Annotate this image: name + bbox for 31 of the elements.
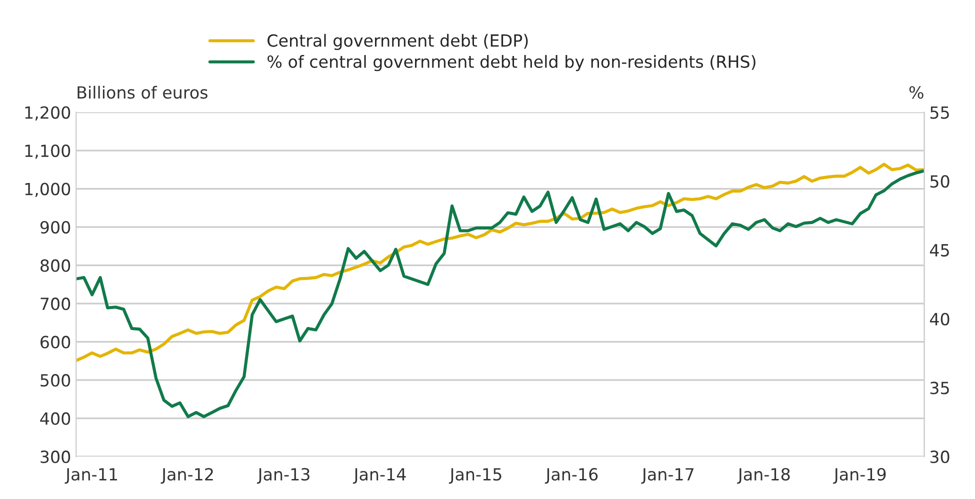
y2-axis-title: % xyxy=(909,86,924,99)
y2-tick-label: 30 xyxy=(930,450,950,464)
x-tick-label: Jan-16 xyxy=(544,468,598,484)
y-tick-label: 400 xyxy=(40,412,70,425)
y-axis-title: Billions of euros xyxy=(78,86,208,99)
x-tick-label: Jan-11 xyxy=(64,468,118,484)
y-tick-label: 800 xyxy=(40,259,70,272)
y2-tick-label: 55 xyxy=(930,106,949,119)
y-tick-label: 1,000 xyxy=(25,182,70,198)
y-tick-label: 1,100 xyxy=(25,144,70,159)
x-tick-label: Jan-17 xyxy=(641,468,694,484)
y2-tick-label: 35 xyxy=(930,382,949,394)
legend-label: Central government debt (EDP) xyxy=(268,34,528,50)
line-series xyxy=(76,169,924,418)
y2-tick-label: 40 xyxy=(930,312,950,326)
x-tick-label: Jan-13 xyxy=(256,468,310,484)
x-tick-label: Jan-19 xyxy=(833,468,886,484)
y-tick-label: 1,200 xyxy=(25,106,70,121)
y2-tick-label: 45 xyxy=(930,244,949,257)
y-tick-label: 600 xyxy=(40,336,70,348)
legend-label: % of central government debt held by non-residents (RHS) xyxy=(268,55,756,72)
x-tick-label: Jan-12 xyxy=(160,468,213,484)
y-tick-label: 900 xyxy=(40,221,70,234)
y-tick-label: 300 xyxy=(40,450,70,464)
x-tick-label: Jan-18 xyxy=(737,468,790,484)
x-tick-label: Jan-14 xyxy=(352,468,406,484)
x-tick-label: Jan-15 xyxy=(448,468,502,484)
y-tick-label: 500 xyxy=(40,374,70,387)
line-series xyxy=(76,162,924,362)
y-tick-label: 700 xyxy=(40,298,70,310)
y2-tick-label: 50 xyxy=(930,175,950,188)
